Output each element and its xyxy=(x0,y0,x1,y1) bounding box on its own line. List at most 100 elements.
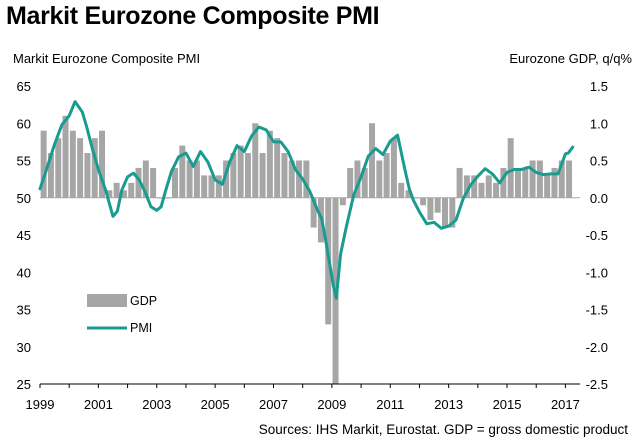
gdp-bar xyxy=(274,138,281,198)
y-left-tick-label: 60 xyxy=(17,116,31,131)
gdp-bar xyxy=(427,197,434,221)
gdp-bar xyxy=(69,130,76,198)
x-tick-label: 2009 xyxy=(317,397,346,412)
x-tick-label: 2007 xyxy=(259,397,288,412)
gdp-bar xyxy=(244,153,251,198)
gdp-bar xyxy=(150,167,157,198)
source-note: Sources: IHS Markit, Eurostat. GDP = gro… xyxy=(258,422,628,437)
gdp-bar xyxy=(456,167,463,198)
y-right-tick-label: 0.5 xyxy=(590,154,608,169)
gdp-bar xyxy=(77,138,84,198)
gdp-bar xyxy=(47,153,54,198)
y-left-tick-label: 65 xyxy=(17,79,31,94)
gdp-bar xyxy=(40,130,47,198)
gdp-bar xyxy=(398,182,405,198)
gdp-bar xyxy=(259,153,266,198)
gdp-bar xyxy=(551,167,558,198)
gdp-bar xyxy=(558,160,565,198)
gdp-bar xyxy=(120,190,127,198)
gdp-bar xyxy=(296,160,303,198)
gdp-bar xyxy=(376,160,383,198)
gdp-bar xyxy=(485,175,492,198)
gdp-bar xyxy=(493,182,500,198)
gdp-bar xyxy=(354,160,361,198)
gdp-bar xyxy=(252,123,259,198)
y-right-tick-label: -1.0 xyxy=(586,265,608,280)
pmi-line-group xyxy=(38,100,575,300)
y-left-tick-label: 50 xyxy=(17,191,31,206)
gdp-bar xyxy=(113,182,120,198)
x-tick-label: 2011 xyxy=(376,397,404,412)
x-tick-label: 2005 xyxy=(201,397,230,412)
y-right-tick-label: -1.5 xyxy=(586,303,608,318)
gdp-bar xyxy=(128,182,135,198)
gdp-bar xyxy=(420,197,427,206)
gdp-bar xyxy=(500,167,507,198)
y-right-tick-label: -0.5 xyxy=(586,228,608,243)
y-right-tick-label: -2.0 xyxy=(586,340,608,355)
gdp-bar xyxy=(310,197,317,228)
gdp-bar xyxy=(303,160,310,198)
gdp-bar xyxy=(179,145,186,198)
gdp-bar xyxy=(215,175,222,198)
gdp-bar xyxy=(288,160,295,198)
gdp-bar xyxy=(193,160,200,198)
legend: GDP PMI xyxy=(87,294,157,335)
x-tick-label: 2001 xyxy=(84,397,113,412)
axes: 65 60 55 50 45 40 35 30 25 1.5 1.0 0.5 0.0 -0.5 -1.0 -1… xyxy=(17,79,608,412)
x-tick-label: 1999 xyxy=(26,397,55,412)
gdp-bar xyxy=(339,197,346,206)
y-left-tick-label: 35 xyxy=(17,303,31,318)
gdp-bar xyxy=(361,167,368,198)
legend-gdp-swatch xyxy=(87,294,127,307)
gdp-bar xyxy=(544,175,551,198)
y-left-tick-label: 25 xyxy=(17,377,31,392)
gdp-bar xyxy=(507,138,514,198)
gdp-bar xyxy=(449,197,456,228)
y-right-tick-label: 0.0 xyxy=(590,191,608,206)
gdp-bar xyxy=(135,167,142,198)
gdp-bar xyxy=(62,115,69,198)
gdp-bar xyxy=(208,175,215,198)
gdp-bar xyxy=(186,160,193,198)
gdp-bar xyxy=(230,153,237,198)
x-tick-label: 2017 xyxy=(551,397,580,412)
y-left-tick-label: 55 xyxy=(17,154,31,169)
gdp-bar xyxy=(529,160,536,198)
gdp-bar xyxy=(281,153,288,198)
gdp-bar xyxy=(201,175,208,198)
gdp-bar xyxy=(471,175,478,198)
gdp-bar xyxy=(536,160,543,198)
gdp-bar xyxy=(55,138,62,198)
y-right-tick-label: 1.0 xyxy=(590,116,608,131)
gdp-bar xyxy=(99,130,106,198)
gdp-bar xyxy=(142,160,149,198)
gdp-bar xyxy=(237,145,244,198)
y-right-tick-label: 1.5 xyxy=(590,79,608,94)
x-tick-label: 2003 xyxy=(142,397,171,412)
pmi-line xyxy=(38,100,575,300)
gdp-bar xyxy=(369,123,376,198)
y-left-tick-label: 45 xyxy=(17,228,31,243)
gdp-bar xyxy=(442,197,448,228)
y-right-tick-label: -2.5 xyxy=(586,377,608,392)
gdp-bar xyxy=(383,153,390,198)
gdp-bar xyxy=(434,197,441,213)
gdp-bar xyxy=(266,130,273,198)
x-tick-label: 2013 xyxy=(434,397,463,412)
gdp-bar xyxy=(172,167,178,198)
gdp-bar xyxy=(347,167,354,198)
y-axis-right-label: Eurozone GDP, q/q% xyxy=(509,51,632,66)
gdp-bar xyxy=(522,167,529,198)
gdp-bar xyxy=(566,160,573,198)
legend-pmi-label: PMI xyxy=(130,321,152,335)
y-left-tick-label: 30 xyxy=(17,340,31,355)
gdp-bar xyxy=(514,167,521,198)
y-axis-left-label: Markit Eurozone Composite PMI xyxy=(13,51,201,66)
chart-title: Markit Eurozone Composite PMI xyxy=(6,2,380,30)
gdp-bars xyxy=(40,115,573,384)
gdp-bar xyxy=(463,175,470,198)
legend-gdp-label: GDP xyxy=(130,294,157,308)
gdp-bar xyxy=(478,182,485,198)
